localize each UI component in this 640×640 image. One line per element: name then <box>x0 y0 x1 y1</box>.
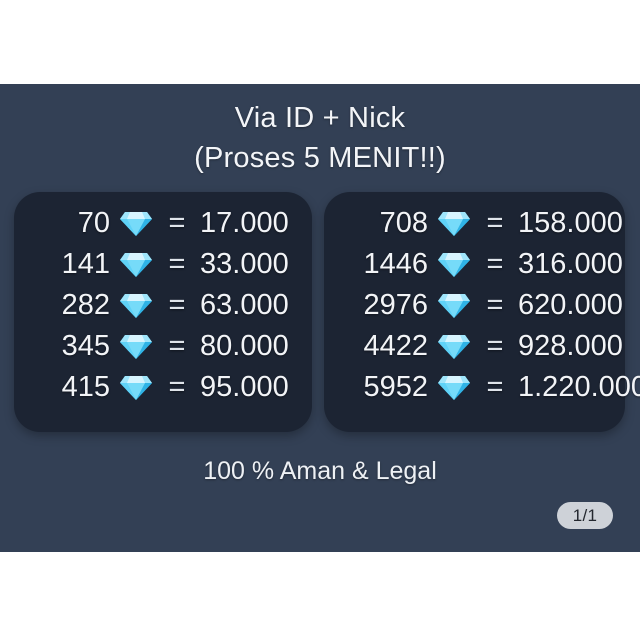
price-value: 95.000 <box>200 371 289 403</box>
diamond-quantity: 4422 <box>363 330 428 362</box>
price-value: 33.000 <box>200 248 289 280</box>
diamond-icon <box>118 373 154 403</box>
diamond-quantity: 141 <box>61 248 110 280</box>
price-value: 158.000 <box>518 207 623 239</box>
price-value: 620.000 <box>518 289 623 321</box>
price-row: 4422 = 928.000 <box>324 326 625 367</box>
price-row: 415 = 95.000 <box>14 367 312 408</box>
diamond-icon <box>436 332 472 362</box>
page-subtitle: (Proses 5 MENIT!!) <box>194 142 446 174</box>
left-price-card: 70 = 17.000 141 = 33.000 282 = 63.000 345 = 80.000 4… <box>14 192 312 432</box>
right-price-card: 708 = 158.000 1446 = 316.000 2976 = 620.000 4422 =… <box>324 192 640 432</box>
diamond-icon <box>436 373 472 403</box>
price-row: 708 = 158.000 <box>324 203 625 244</box>
price-value: 928.000 <box>518 330 623 362</box>
price-row: 141 = 33.000 <box>14 244 312 285</box>
diamond-icon <box>118 250 154 280</box>
equals-sign: = <box>168 248 186 280</box>
diamond-quantity: 345 <box>61 330 110 362</box>
price-row: 70 = 17.000 <box>14 203 312 244</box>
price-value: 80.000 <box>200 330 289 362</box>
diamond-quantity: 2976 <box>363 289 428 321</box>
diamond-quantity: 1446 <box>363 248 428 280</box>
equals-sign: = <box>168 289 186 321</box>
price-row: 282 = 63.000 <box>14 285 312 326</box>
diamond-icon <box>436 291 472 321</box>
diamond-quantity: 708 <box>379 207 428 239</box>
promo-panel: Via ID + Nick (Proses 5 MENIT!!) 70 = 17.0… <box>0 84 640 552</box>
diamond-icon <box>118 209 154 239</box>
equals-sign: = <box>168 330 186 362</box>
diamond-quantity: 415 <box>61 371 110 403</box>
equals-sign: = <box>486 289 504 321</box>
price-row: 1446 = 316.000 <box>324 244 625 285</box>
equals-sign: = <box>486 371 504 403</box>
diamond-icon <box>118 291 154 321</box>
equals-sign: = <box>486 207 504 239</box>
footer-note: 100 % Aman & Legal <box>203 457 437 485</box>
equals-sign: = <box>486 330 504 362</box>
price-value: 17.000 <box>200 207 289 239</box>
page-title: Via ID + Nick <box>234 102 406 134</box>
price-row: 2976 = 620.000 <box>324 285 625 326</box>
equals-sign: = <box>168 371 186 403</box>
price-value: 63.000 <box>200 289 289 321</box>
price-row: 345 = 80.000 <box>14 326 312 367</box>
price-card-group: 70 = 17.000 141 = 33.000 282 = 63.000 345 = 80.000 4… <box>0 192 640 440</box>
equals-sign: = <box>168 207 186 239</box>
diamond-icon <box>436 250 472 280</box>
diamond-quantity: 5952 <box>363 371 428 403</box>
diamond-icon <box>436 209 472 239</box>
price-value: 316.000 <box>518 248 623 280</box>
equals-sign: = <box>486 248 504 280</box>
diamond-quantity: 70 <box>77 207 110 239</box>
diamond-quantity: 282 <box>61 289 110 321</box>
price-row: 5952 = 1.220.000 <box>324 367 640 408</box>
price-value: 1.220.000 <box>518 371 640 403</box>
page-indicator-badge: 1/1 <box>557 502 613 529</box>
diamond-icon <box>118 332 154 362</box>
